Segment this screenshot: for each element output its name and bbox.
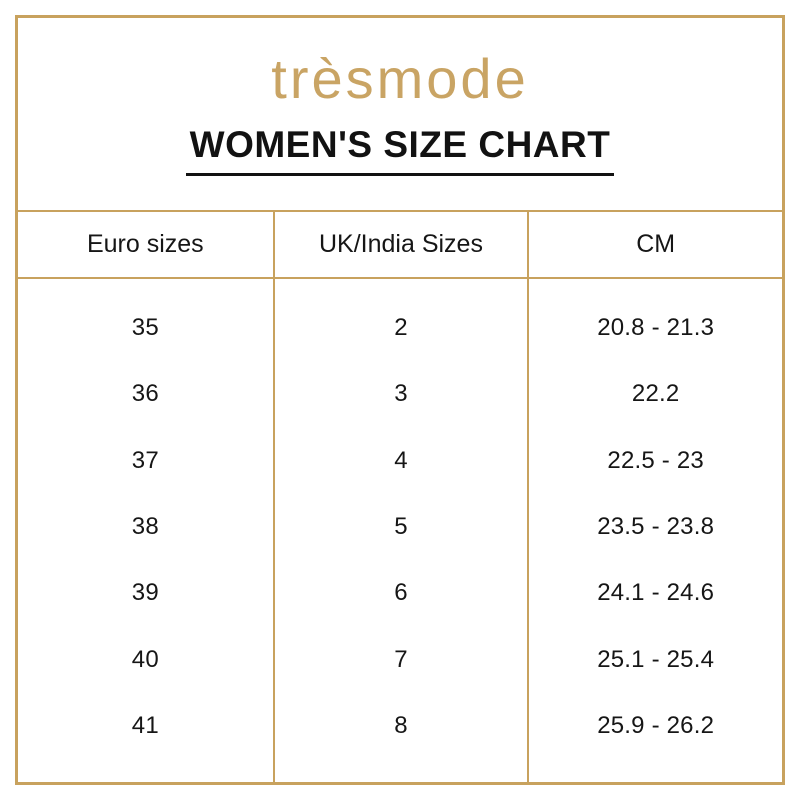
- table-cell: 24.1 - 24.6: [597, 579, 715, 607]
- table-cell: 8: [394, 712, 408, 740]
- table-cell: 40: [131, 645, 159, 673]
- column-header-cm: CM: [527, 211, 782, 277]
- table-cell: 41: [131, 712, 159, 740]
- page-title: WOMEN'S SIZE CHART: [185, 124, 615, 176]
- table-cell: 2: [394, 313, 408, 341]
- table-cell: 35: [131, 313, 159, 341]
- table-cell: 25.9 - 26.2: [597, 712, 715, 740]
- table-cell: 38: [131, 512, 159, 540]
- table-cell: 4: [394, 446, 408, 474]
- brand-logo: trèsmode: [271, 47, 529, 110]
- table-cell: 7: [394, 645, 408, 673]
- table-cell: 20.8 - 21.3: [597, 313, 715, 341]
- table-column-euro-sizes: 35 36 37 38 39 40 41: [18, 279, 273, 782]
- table-cell: 22.5 - 23: [607, 446, 704, 474]
- table-cell: 3: [394, 380, 408, 408]
- table-column-uk-india-sizes: 2 3 4 5 6 7 8: [272, 278, 528, 782]
- table-cell: 37: [131, 446, 159, 474]
- column-header-euro-sizes: Euro sizes: [86, 229, 204, 258]
- table-cell: 36: [131, 380, 159, 408]
- table-cell: 6: [394, 579, 408, 607]
- title-wrap: WOMEN'S SIZE CHART: [18, 124, 782, 176]
- table-cell: 23.5 - 23.8: [597, 512, 715, 540]
- gold-border-frame: trèsmode WOMEN'S SIZE CHART Euro sizes U…: [15, 15, 785, 785]
- table-column-cm: 20.8 - 21.3 22.2 22.5 - 23 23.5 - 23.8 24.1 …: [527, 278, 782, 782]
- table-cell: 5: [394, 512, 408, 540]
- table-cell: 22.2: [631, 380, 680, 408]
- table-cell: 39: [131, 579, 159, 607]
- table-header-row: Euro sizes UK/India Sizes CM: [18, 209, 782, 279]
- column-header-uk-india-sizes: UK/India Sizes: [272, 211, 528, 277]
- table-body: 35 36 37 38 39 40 41 2 3 4 5 6 7 8 20.8 - 21.3 22.2 22…: [18, 278, 782, 782]
- table-cell: 25.1 - 25.4: [597, 645, 715, 673]
